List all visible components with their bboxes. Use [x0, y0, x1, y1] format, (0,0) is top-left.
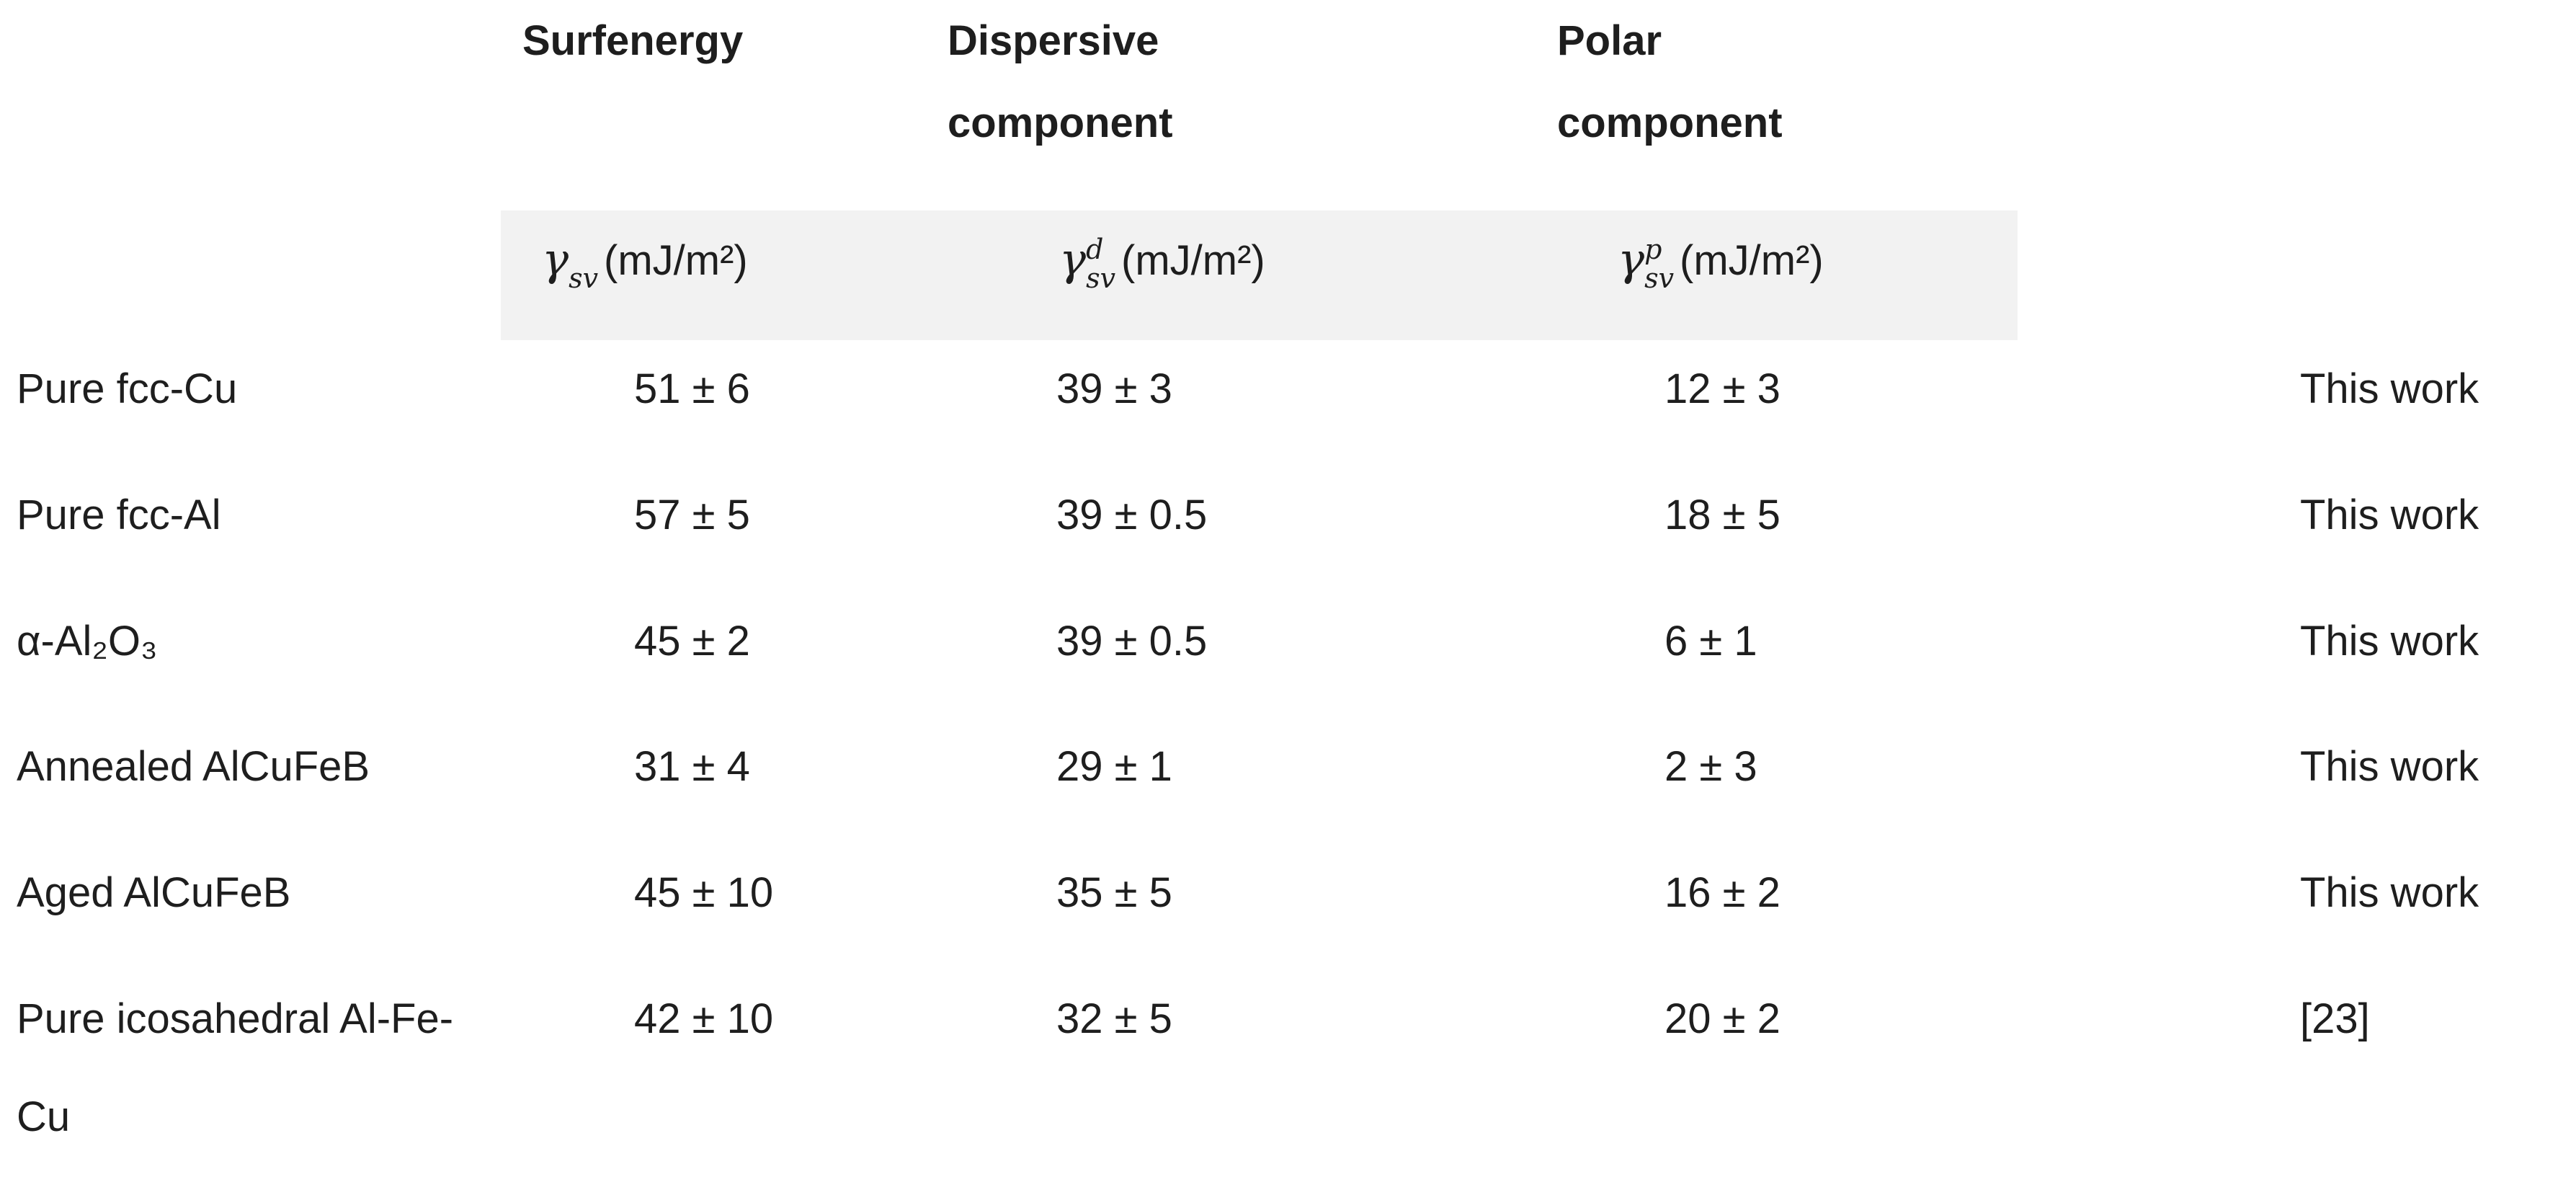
symbol: γ [542, 233, 569, 285]
surface-energy: 57 ± 5 [634, 491, 750, 538]
reference: This work [2300, 365, 2479, 412]
material: Aged AlCuFeB [17, 869, 291, 917]
reference: This work [2300, 617, 2479, 665]
reference: This work [2300, 491, 2479, 538]
sub-sup: d sv [1086, 235, 1115, 293]
column-header: Dispersive component [948, 17, 1173, 146]
dispersive-value: 39 ± 3 [1056, 365, 1172, 412]
unit: (mJ/m²) [604, 237, 748, 284]
subscript: sv [569, 262, 599, 294]
dispersive-value: 32 ± 5 [1056, 995, 1172, 1042]
symbol: γ [1059, 233, 1087, 285]
unit-label: γ d sv (mJ/m²) [1059, 223, 1265, 297]
symbol: γ [1618, 233, 1645, 285]
polar-value: 16 ± 2 [1664, 869, 1781, 917]
unit: (mJ/m²) [1680, 237, 1824, 284]
surface-energy: 51 ± 6 [634, 365, 750, 412]
superscript: p [1644, 233, 1662, 265]
material: α-Al₂O₃ [17, 617, 158, 665]
surface-energy: 45 ± 2 [634, 617, 750, 665]
material: Pure fcc-Cu [17, 365, 238, 412]
unit-label: γ sv (mJ/m²) [542, 223, 748, 297]
superscript: d [1086, 233, 1104, 265]
dispersive-value: 35 ± 5 [1056, 869, 1172, 917]
dispersive-value: 39 ± 0.5 [1056, 617, 1208, 665]
sub-sup: sv [569, 235, 598, 293]
material: Pure icosahedral Al-Fe-Cu [17, 995, 454, 1140]
column-header: Surfenergy [522, 17, 744, 64]
surface-energy: 31 ± 4 [634, 743, 750, 791]
dispersive-value: 29 ± 1 [1056, 743, 1172, 791]
surface-energy: 42 ± 10 [634, 995, 774, 1042]
polar-value: 2 ± 3 [1664, 743, 1757, 791]
sub-sup: p sv [1644, 235, 1674, 293]
polar-value: 12 ± 3 [1664, 365, 1781, 412]
subscript: sv [1644, 262, 1675, 294]
reference: This work [2300, 869, 2479, 917]
reference: [23] [2300, 995, 2370, 1042]
column-header: Polar component [1557, 17, 1783, 146]
subscript: sv [1086, 262, 1116, 294]
units-band [501, 210, 2018, 340]
polar-value: 20 ± 2 [1664, 995, 1781, 1042]
material: Annealed AlCuFeB [17, 743, 370, 791]
reference: This work [2300, 743, 2479, 791]
surface-energy: 45 ± 10 [634, 869, 774, 917]
dispersive-value: 39 ± 0.5 [1056, 491, 1208, 538]
polar-value: 6 ± 1 [1664, 617, 1757, 665]
material: Pure fcc-Al [17, 491, 221, 538]
unit: (mJ/m²) [1121, 237, 1265, 284]
unit-label: γ p sv (mJ/m²) [1618, 223, 1824, 297]
polar-value: 18 ± 5 [1664, 491, 1781, 538]
